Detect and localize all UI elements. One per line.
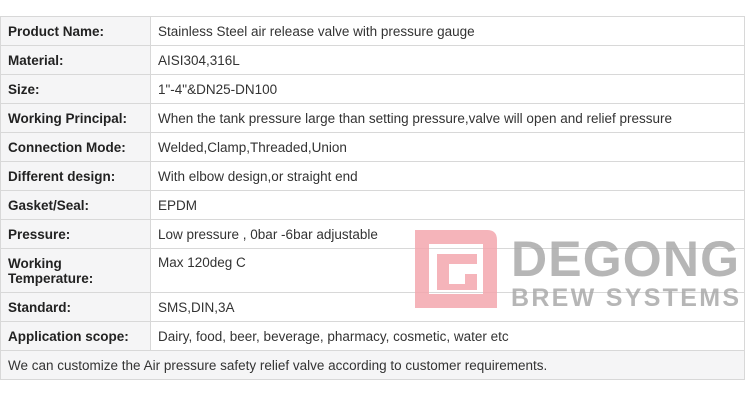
row-label: Standard: <box>0 292 151 322</box>
row-value: With elbow design,or straight end <box>150 161 745 191</box>
table-row: Different design: With elbow design,or st… <box>0 161 745 191</box>
table-row: Size: 1"-4"&DN25-DN100 <box>0 74 745 104</box>
row-label: Gasket/Seal: <box>0 190 151 220</box>
row-label: Connection Mode: <box>0 132 151 162</box>
row-value: SMS,DIN,3A <box>150 292 745 322</box>
row-value: Dairy, food, beer, beverage, pharmacy, c… <box>150 321 745 351</box>
row-value: Max 120deg C <box>150 248 745 293</box>
row-label: Working Temperature: <box>0 248 151 293</box>
table-row: Gasket/Seal: EPDM <box>0 190 745 220</box>
table-row: Material: AISI304,316L <box>0 45 745 75</box>
table-row: Standard: SMS,DIN,3A <box>0 292 745 322</box>
row-label: Working Principal: <box>0 103 151 133</box>
spec-table: Product Name: Stainless Steel air release… <box>0 16 745 380</box>
row-value: 1"-4"&DN25-DN100 <box>150 74 745 104</box>
table-row: Working Temperature: Max 120deg C <box>0 248 745 293</box>
table-row: Pressure: Low pressure , 0bar -6bar adjus… <box>0 219 745 249</box>
row-value: Low pressure , 0bar -6bar adjustable <box>150 219 745 249</box>
row-label: Application scope: <box>0 321 151 351</box>
table-row: Application scope: Dairy, food, beer, bev… <box>0 321 745 351</box>
table-row: Product Name: Stainless Steel air release… <box>0 16 745 46</box>
row-value: When the tank pressure large than settin… <box>150 103 745 133</box>
row-value: Welded,Clamp,Threaded,Union <box>150 132 745 162</box>
table-row: Working Principal: When the tank pressure… <box>0 103 745 133</box>
row-label: Product Name: <box>0 16 151 46</box>
row-label: Pressure: <box>0 219 151 249</box>
row-label: Material: <box>0 45 151 75</box>
row-value: EPDM <box>150 190 745 220</box>
table-row: Connection Mode: Welded,Clamp,Threaded,Un… <box>0 132 745 162</box>
footer-row: We can customize the Air pressure safety… <box>0 350 745 380</box>
footer-note: We can customize the Air pressure safety… <box>0 350 745 380</box>
row-label: Different design: <box>0 161 151 191</box>
row-value: Stainless Steel air release valve with p… <box>150 16 745 46</box>
row-label: Size: <box>0 74 151 104</box>
row-value: AISI304,316L <box>150 45 745 75</box>
